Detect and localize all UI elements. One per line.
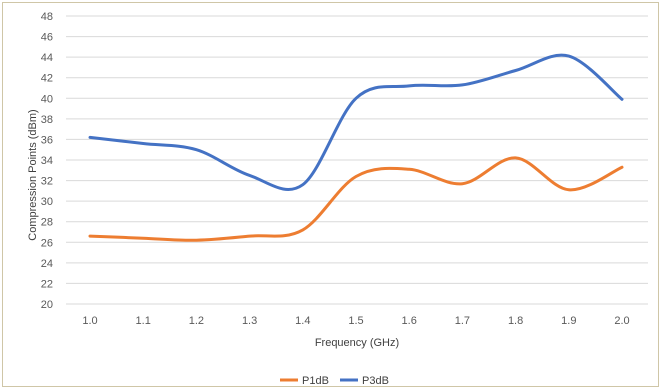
y-tick-label: 24 xyxy=(41,258,53,270)
y-tick-label: 42 xyxy=(41,73,53,85)
y-tick-label: 40 xyxy=(41,93,53,105)
y-axis-label: Compression Points (dBm) xyxy=(27,109,39,240)
y-tick-label: 22 xyxy=(41,278,53,290)
x-tick-label: 1.6 xyxy=(402,315,417,327)
legend-label-p3db: P3dB xyxy=(362,375,389,387)
x-tick-label: 1.8 xyxy=(508,315,523,327)
x-tick-label: 1.7 xyxy=(455,315,470,327)
gridlines xyxy=(66,15,648,305)
y-tick-label: 26 xyxy=(41,237,53,249)
legend: P1dB P3dB xyxy=(280,375,389,387)
y-axis-ticks: 20 22 24 26 28 30 32 34 36 38 40 42 44 46 48 xyxy=(41,11,53,311)
y-tick-label: 30 xyxy=(41,196,53,208)
y-tick-label: 32 xyxy=(41,176,53,188)
series-line-p3db xyxy=(88,53,624,191)
y-tick-label: 36 xyxy=(41,134,53,146)
series-line-p1db xyxy=(88,156,624,242)
x-tick-label: 2.0 xyxy=(614,315,629,327)
y-tick-label: 34 xyxy=(41,155,53,167)
x-tick-label: 1.9 xyxy=(561,315,576,327)
y-tick-label: 46 xyxy=(41,32,53,44)
y-tick-label: 28 xyxy=(41,217,53,229)
y-tick-label: 44 xyxy=(41,52,53,64)
x-tick-label: 1.5 xyxy=(348,315,363,327)
series-lines xyxy=(88,53,624,242)
y-tick-label: 20 xyxy=(41,299,53,311)
x-axis-label: Frequency (GHz) xyxy=(315,337,399,349)
legend-label-p1db: P1dB xyxy=(302,375,329,387)
x-tick-label: 1.3 xyxy=(242,315,257,327)
x-tick-label: 1.2 xyxy=(189,315,204,327)
x-axis-ticks: 1.0 1.1 1.2 1.3 1.4 1.5 1.6 1.7 1.8 1.9 2.0 xyxy=(82,315,629,327)
y-tick-label: 38 xyxy=(41,114,53,126)
x-tick-label: 1.1 xyxy=(136,315,151,327)
x-tick-label: 1.4 xyxy=(295,315,310,327)
y-tick-label: 48 xyxy=(41,11,53,23)
x-tick-label: 1.0 xyxy=(82,315,97,327)
